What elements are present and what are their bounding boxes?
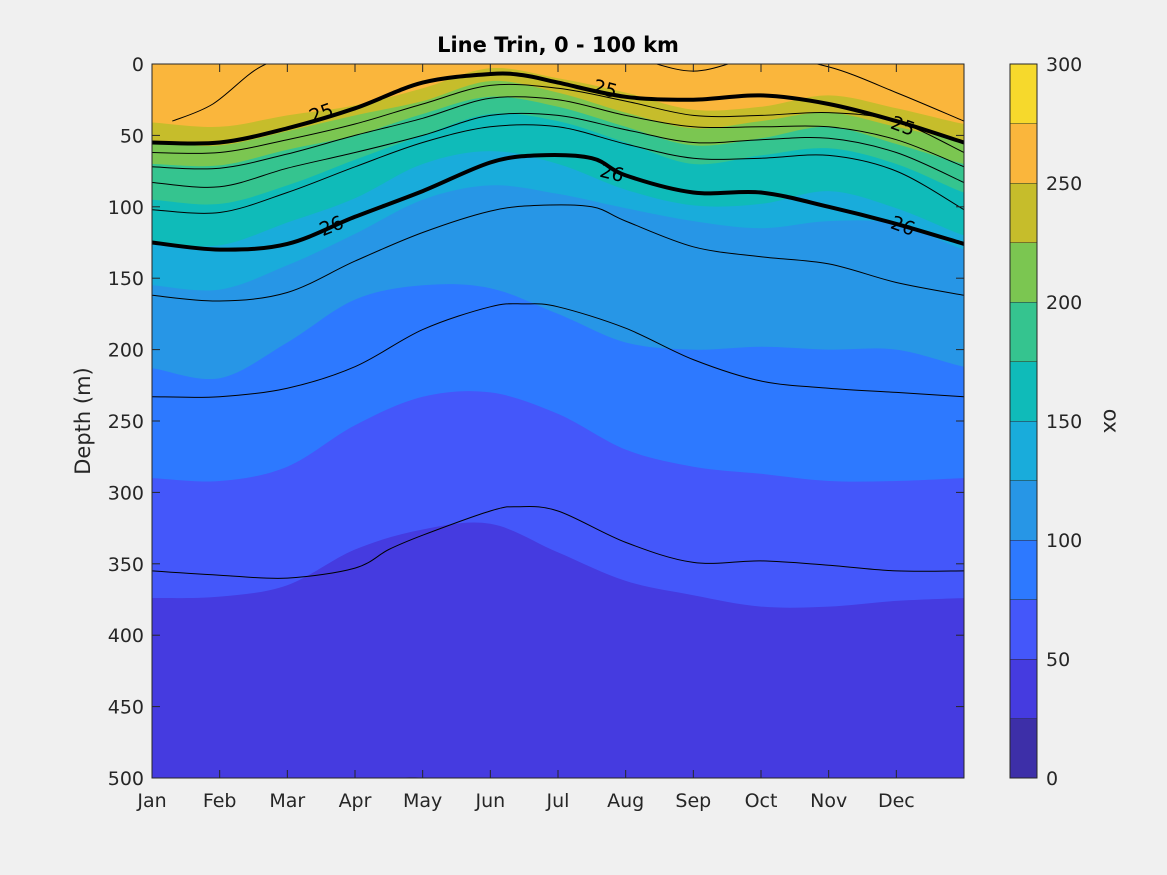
chart-title: Line Trin, 0 - 100 km (437, 33, 679, 57)
x-tick-label: Nov (810, 790, 847, 812)
x-tick-label: Apr (339, 790, 372, 812)
y-tick-label: 200 (108, 340, 144, 362)
x-tick-label: May (403, 790, 442, 812)
y-tick-label: 250 (108, 411, 144, 433)
x-axis: Jan Feb Mar Apr May Jun Jul Aug Sep Oct Nov Dec (136, 64, 915, 812)
colorbar-tick-label: 300 (1046, 54, 1082, 76)
x-tick-label: Mar (269, 790, 305, 812)
colorbar-swatch-75 (1010, 540, 1037, 600)
y-tick-label: 450 (108, 697, 144, 719)
contour-line-3 (152, 96, 964, 170)
y-axis-label: Depth (m) (71, 367, 95, 474)
contour-line-7 (152, 204, 964, 302)
y-tick-label: 350 (108, 554, 144, 576)
y-tick-label: 0 (132, 54, 144, 76)
colorbar-tick-label: 100 (1046, 530, 1082, 552)
colorbar-label: ox (1099, 409, 1123, 434)
y-tick-label: 300 (108, 482, 144, 504)
filled-contour-bands (152, 64, 964, 778)
colorbar-tick-label: 200 (1046, 292, 1082, 314)
colorbar-tick-label: 250 (1046, 173, 1082, 195)
x-tick-label: Jul (546, 790, 570, 812)
contour-line-9 (152, 505, 964, 579)
colorbar-swatch-250 (1010, 123, 1037, 183)
contour-line-bold-26 (152, 153, 964, 252)
colorbar-swatch-225 (1010, 183, 1037, 243)
x-tick-label: Oct (745, 790, 778, 812)
colorbar-swatch-25 (1010, 659, 1037, 719)
x-tick-label: Sep (675, 790, 711, 812)
colorbar-swatch-200 (1010, 242, 1037, 302)
y-tick-label: 150 (108, 268, 144, 290)
y-tick-label: 100 (108, 197, 144, 219)
y-tick-label: 400 (108, 625, 144, 647)
colorbar-swatch-275 (1010, 64, 1037, 124)
colorbar-swatch-125 (1010, 421, 1037, 481)
x-tick-label: Jun (474, 790, 505, 812)
x-tick-label: Dec (878, 790, 915, 812)
colorbar-swatch-150 (1010, 361, 1037, 421)
colorbar-swatch-100 (1010, 480, 1037, 540)
y-tick-label: 500 (108, 768, 144, 790)
colorbar-frame (1009, 63, 1038, 779)
colorbar-tick-label: 50 (1046, 649, 1070, 671)
contour-line-2 (152, 83, 964, 154)
contour-line-5 (152, 124, 964, 214)
contour-line-8 (152, 303, 964, 398)
x-tick-label: Feb (203, 790, 237, 812)
colorbar-swatch-175 (1010, 302, 1037, 362)
colorbar-swatch-0 (1010, 718, 1037, 778)
y-axis: 0 50 100 150 200 250 300 350 400 450 500 (108, 54, 964, 790)
contour-line-bold-25 (152, 71, 964, 146)
x-tick-label: Aug (607, 790, 644, 812)
colorbar: 0 50 100 150 200 250 300 (1009, 54, 1082, 790)
colorbar-tick-label: 0 (1046, 768, 1058, 790)
y-tick-label: 50 (120, 125, 144, 147)
colorbar-tick-label: 150 (1046, 411, 1082, 433)
x-tick-label: Jan (136, 790, 166, 812)
band-25 (152, 522, 964, 778)
contour-line-4 (152, 112, 964, 188)
contour-lines (152, 64, 964, 579)
colorbar-swatch-50 (1010, 599, 1037, 659)
